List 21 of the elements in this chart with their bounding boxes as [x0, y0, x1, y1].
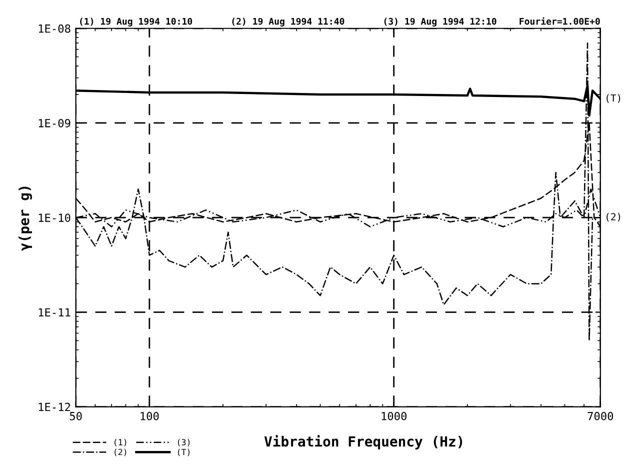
y-tick-label: 1E-12 [38, 402, 70, 412]
y-tick-label: 1E-08 [38, 24, 70, 33]
y-tick-label: 1E-09 [38, 118, 70, 128]
x-tick-label: 50 [70, 412, 82, 420]
text: (2) [606, 212, 620, 222]
y-tick-label: 1E-10 [38, 214, 70, 222]
x-axis-title: Vibration Frequency (Hz) [264, 435, 462, 450]
legend-label: (1) [114, 438, 126, 446]
x-tick-label: 1000 [382, 412, 406, 420]
x-tick-label: 100 [140, 412, 159, 420]
text: (2) 19 Aug 1994 11:40 [232, 18, 344, 26]
x-tick-label: 7000 [588, 412, 614, 420]
legend-label: (2) [114, 448, 126, 456]
y-axis-title: γ(per g) [18, 186, 32, 251]
legend-label: (3) [178, 438, 190, 446]
text: (1) 19 Aug 1994 10:10 [80, 18, 192, 26]
text: Fourier=1.00E+0 [520, 17, 600, 25]
text: (T) [606, 94, 620, 103]
y-tick-label: 1E-11 [38, 308, 70, 316]
legend-label: (T) [178, 448, 190, 456]
text: (3) 19 Aug 1994 12:10 [384, 18, 496, 26]
